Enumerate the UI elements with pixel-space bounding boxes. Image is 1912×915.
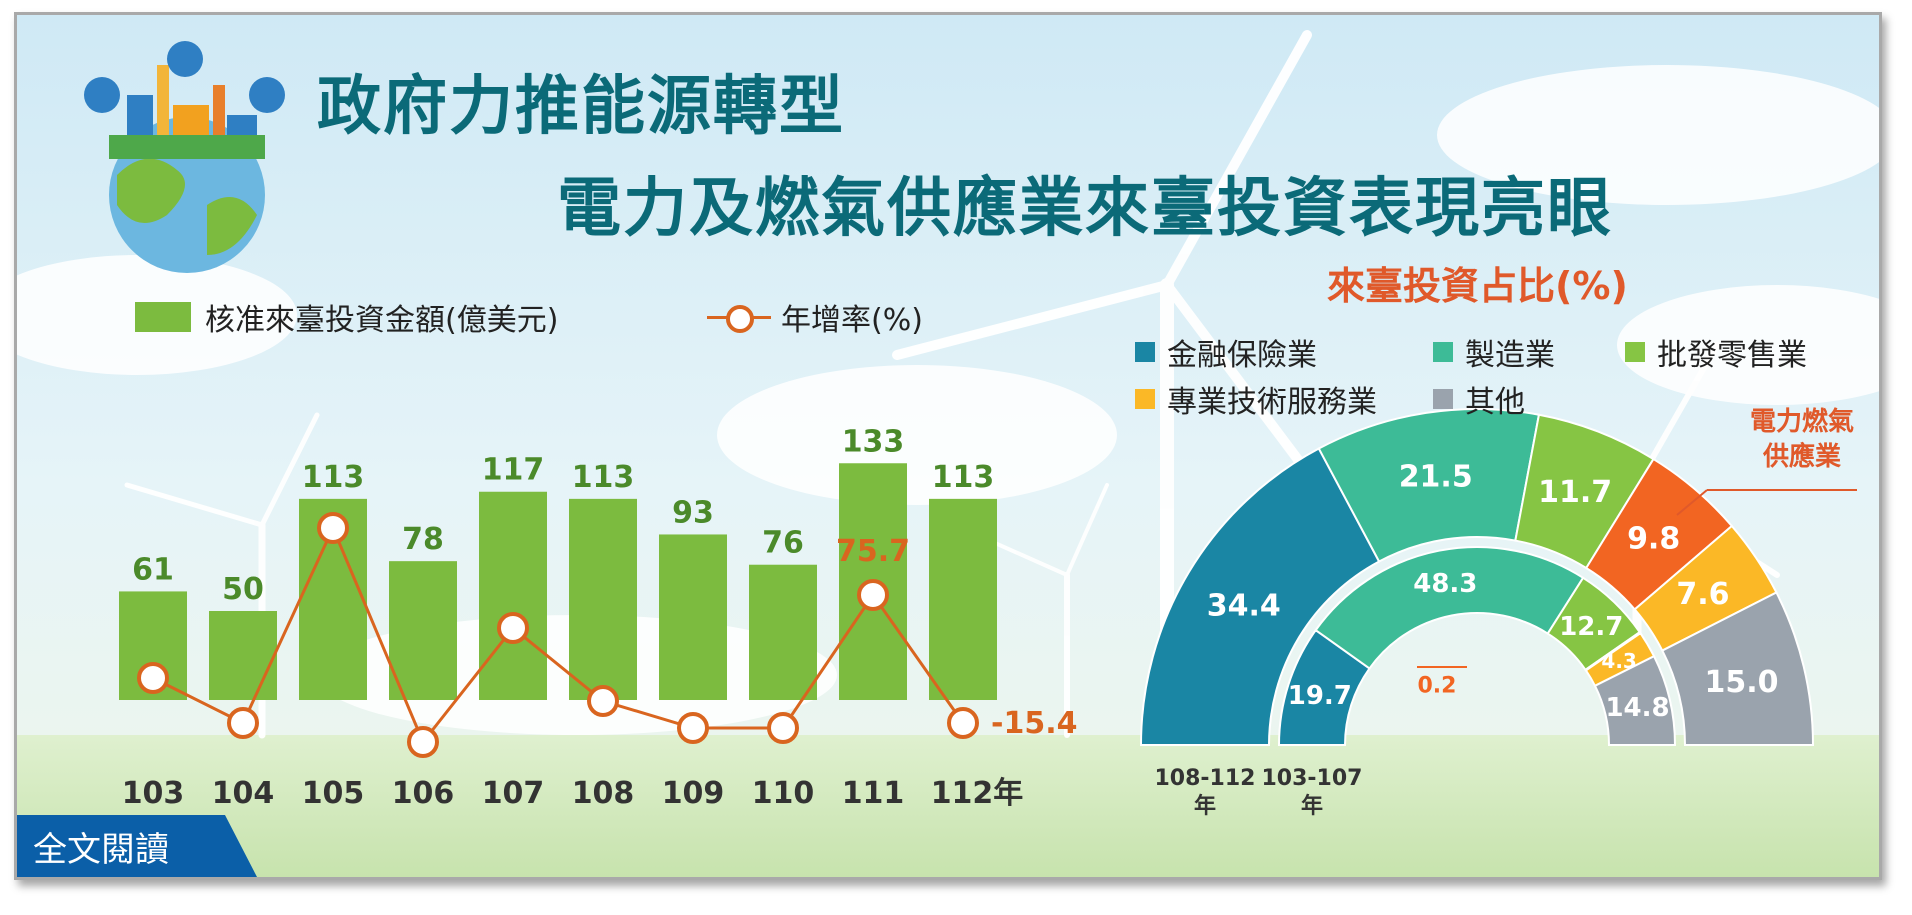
- legend-wholesale: 批發零售業: [1625, 330, 1807, 374]
- legend-finance-label: 金融保險業: [1167, 338, 1317, 373]
- growth-label-111: 75.7: [836, 534, 910, 569]
- bar-107: [479, 491, 547, 700]
- x-tick-label-105: 105: [302, 776, 365, 811]
- bar-value-label-112年: 113: [932, 460, 995, 495]
- x-tick-label-110: 110: [752, 776, 815, 811]
- growth-point-104: [227, 707, 259, 739]
- ring1-label-1: 48.3: [1413, 569, 1477, 599]
- legend-professional: 專業技術服務業: [1135, 377, 1377, 421]
- infographic-frame: 61 103 50 104 113 105 78 106 117 107 113 108 93 109 76…: [14, 12, 1882, 880]
- legend-professional-label: 專業技術服務業: [1167, 385, 1377, 420]
- bar-112年: [929, 498, 997, 700]
- bar-value-label-108: 113: [572, 460, 635, 495]
- bar-value-label-103: 61: [132, 552, 174, 587]
- scene: 61 103 50 104 113 105 78 106 117 107 113 108 93 109 76…: [17, 15, 1879, 877]
- title-line-2: 電力及燃氣供應業來臺投資表現亮眼: [557, 172, 1613, 246]
- callout-line-1: 電力燃氣: [1750, 406, 1854, 437]
- growth-point-112年: [947, 707, 979, 739]
- growth-point-108: [587, 685, 619, 717]
- ring0-label-4: 7.6: [1676, 577, 1729, 612]
- ground: [17, 735, 1879, 877]
- ring0-slice-5: [1660, 591, 1815, 746]
- growth-point-105: [317, 512, 349, 544]
- legend-line: 年增率(%): [707, 295, 923, 339]
- growth-rate-line: [152, 524, 965, 745]
- bar-value-label-109: 93: [672, 495, 714, 530]
- ring0-period-label: 108-112: [1155, 766, 1256, 791]
- read-full-text-button[interactable]: 全文閱讀: [17, 815, 257, 877]
- arc-chart: 34.421.5 11.79.87.615.0108-112年19.748.312…: [1139, 406, 1857, 819]
- ring0-label-1: 21.5: [1399, 460, 1473, 495]
- ring1-slice-1: [1314, 546, 1585, 670]
- bar-value-label-107: 117: [482, 453, 545, 488]
- legend-bar-label: 核准來臺投資金額(億美元): [205, 303, 559, 338]
- bar-value-label-110: 76: [762, 526, 804, 561]
- legend-manufacturing-label: 製造業: [1465, 338, 1555, 373]
- growth-point-103: [137, 662, 169, 694]
- bar-value-label-106: 78: [402, 522, 444, 557]
- x-tick-label-104: 104: [212, 776, 275, 811]
- ring0-label-3: 9.8: [1627, 522, 1680, 557]
- growth-point-109: [677, 712, 709, 744]
- ring0-slice-0: [1139, 447, 1381, 746]
- callout-pointer: [1676, 489, 1708, 516]
- ring0-label-5: 15.0: [1704, 665, 1778, 700]
- bar-104: [209, 611, 277, 700]
- legend-other-label: 其他: [1465, 385, 1525, 420]
- ring0-period-suffix: 年: [1194, 793, 1216, 819]
- bar-chart: 61 103 50 104 113 105 78 106 117 107 113 108 93 109 76…: [119, 424, 1077, 811]
- bar-110: [749, 564, 817, 700]
- title-line-1: 政府力推能源轉型: [317, 70, 845, 144]
- growth-point-110: [767, 712, 799, 744]
- bar-109: [659, 534, 727, 700]
- bar-value-label-105: 113: [302, 460, 365, 495]
- ring1-label-3: 0.2: [1418, 674, 1457, 699]
- x-tick-label-103: 103: [122, 776, 185, 811]
- legend-other: 其他: [1433, 377, 1525, 421]
- legend-line-label: 年增率(%): [781, 303, 923, 338]
- bar-106: [389, 561, 457, 700]
- ring1-slice-5: [1593, 654, 1677, 746]
- x-tick-label-111: 111: [842, 776, 905, 811]
- ring1-label-5: 14.8: [1605, 693, 1669, 723]
- ring1-period-label: 103-107: [1262, 766, 1363, 791]
- legend-bar: 核准來臺投資金額(億美元): [135, 295, 558, 339]
- legend-manufacturing: 製造業: [1433, 330, 1555, 374]
- x-tick-label-106: 106: [392, 776, 455, 811]
- ring1-label-2: 12.7: [1559, 612, 1623, 642]
- legend-line-swatch: [707, 302, 771, 333]
- bar-value-label-104: 50: [222, 572, 264, 607]
- ring1-label-0: 19.7: [1288, 681, 1352, 711]
- legend-wholesale-label: 批發零售業: [1657, 338, 1807, 373]
- growth-point-106: [407, 726, 439, 758]
- growth-label-112: -15.4: [991, 706, 1077, 741]
- earth-factory-logo: [84, 41, 285, 273]
- callout-line-2: 供應業: [1762, 441, 1841, 472]
- x-tick-label-107: 107: [482, 776, 545, 811]
- ring0-label-2: 11.7: [1538, 475, 1612, 510]
- legend-bar-swatch: [135, 302, 191, 332]
- bar-108: [569, 498, 637, 700]
- growth-point-111: [857, 579, 889, 611]
- legend-finance: 金融保險業: [1135, 330, 1317, 374]
- bar-value-label-111: 133: [842, 424, 905, 459]
- x-tick-label-109: 109: [662, 776, 725, 811]
- x-tick-label-108: 108: [572, 776, 635, 811]
- share-chart-title: 來臺投資占比(%): [1327, 264, 1628, 308]
- ring0-label-0: 34.4: [1207, 589, 1281, 624]
- ring1-period-suffix: 年: [1301, 793, 1323, 819]
- x-tick-label-112年: 112年: [931, 776, 1024, 811]
- growth-point-107: [497, 612, 529, 644]
